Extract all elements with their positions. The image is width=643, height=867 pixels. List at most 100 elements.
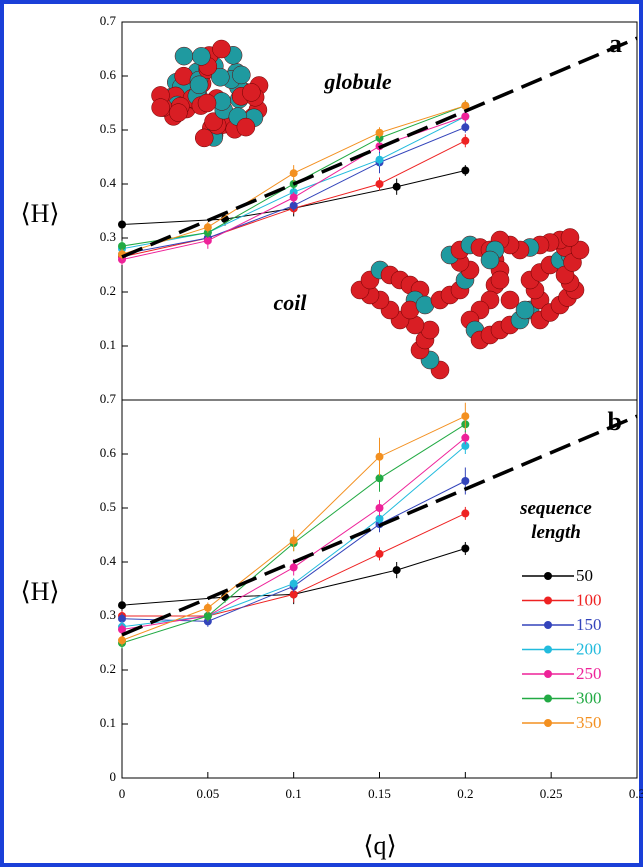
point — [118, 636, 126, 645]
legend-label: 50 — [576, 566, 593, 585]
annotation: globule — [323, 69, 391, 94]
y-tick-label: 0.2 — [100, 283, 116, 298]
bead — [560, 228, 580, 247]
point — [375, 452, 384, 461]
bead — [151, 98, 170, 117]
point — [289, 536, 298, 545]
point — [375, 180, 384, 188]
point — [289, 579, 298, 588]
legend-marker — [544, 645, 552, 654]
x-tick-label: 0.05 — [196, 786, 219, 801]
legend-label: 100 — [576, 590, 602, 609]
x-tick-label: 0 — [119, 786, 126, 801]
point — [461, 544, 470, 553]
point — [289, 563, 298, 572]
y-tick-label: 0.6 — [100, 445, 117, 460]
y-tick-label: 0.5 — [100, 121, 116, 136]
bead — [194, 128, 214, 148]
bead — [212, 39, 231, 59]
legend-marker — [544, 621, 552, 629]
y-tick-label: 0.3 — [100, 229, 116, 244]
legend-label: 200 — [576, 639, 602, 658]
point — [289, 169, 298, 178]
y-tick-label: 0.1 — [100, 715, 116, 730]
point — [118, 625, 126, 634]
point — [203, 603, 212, 612]
y-axis-label: ⟨H⟩ — [20, 199, 59, 228]
point — [461, 441, 470, 450]
x-axis-label: ⟨q⟩ — [363, 831, 396, 860]
point — [461, 433, 470, 442]
y-tick-label: 0.1 — [100, 337, 116, 352]
point — [118, 601, 126, 610]
bead — [236, 117, 256, 137]
point — [375, 128, 384, 137]
y-tick-label: 0.2 — [100, 661, 116, 676]
point — [375, 549, 384, 558]
bead — [189, 75, 209, 95]
point — [289, 201, 298, 210]
bead — [211, 67, 230, 87]
point — [203, 223, 212, 232]
point — [392, 182, 401, 191]
trend-line — [121, 36, 638, 259]
point — [461, 101, 470, 110]
point — [461, 123, 470, 132]
point — [289, 590, 298, 599]
point — [203, 612, 212, 620]
point — [461, 112, 470, 121]
y-tick-label: 0.4 — [100, 175, 117, 190]
legend-marker — [544, 719, 552, 727]
y-tick-label: 0 — [110, 769, 117, 784]
bead — [169, 103, 188, 122]
point — [392, 566, 401, 575]
point — [461, 509, 470, 518]
bead — [174, 66, 193, 86]
point — [461, 412, 470, 421]
legend-marker — [544, 670, 552, 678]
bead — [197, 93, 217, 113]
legend-marker — [544, 596, 552, 605]
bead — [480, 250, 500, 270]
bead — [232, 65, 251, 85]
trend-line — [121, 414, 638, 637]
legend-label: 250 — [576, 664, 602, 683]
legend-label: 350 — [576, 713, 602, 732]
x-tick-label: 0.25 — [540, 786, 563, 801]
bead — [490, 270, 510, 290]
x-tick-label: 0.15 — [368, 786, 391, 801]
point — [203, 236, 212, 245]
point — [118, 614, 126, 623]
y-tick-label: 0.6 — [100, 67, 117, 82]
panel-label: b — [608, 407, 622, 436]
point — [375, 504, 384, 512]
y-tick-label: 0.7 — [100, 391, 117, 406]
point — [118, 220, 126, 229]
point — [375, 474, 384, 483]
y-tick-label: 0.4 — [100, 553, 117, 568]
point — [118, 242, 126, 251]
bead — [570, 240, 590, 260]
y-tick-label: 0.7 — [100, 13, 117, 28]
panel-label: a — [609, 29, 622, 58]
y-tick-label: 0.5 — [100, 499, 116, 514]
point — [461, 477, 470, 485]
legend-label: 150 — [576, 615, 602, 634]
point — [375, 514, 384, 523]
x-tick-label: 0.2 — [457, 786, 473, 801]
point — [375, 155, 384, 164]
bead — [242, 83, 261, 102]
molecule-images — [151, 39, 590, 380]
x-tick-label: 0.3 — [629, 786, 643, 801]
bead — [174, 46, 194, 66]
legend-marker — [544, 694, 552, 703]
bead — [192, 47, 211, 66]
point — [289, 193, 298, 202]
annotation: coil — [274, 290, 308, 315]
point — [461, 136, 470, 145]
bead — [500, 290, 520, 310]
x-tick-label: 0.1 — [286, 786, 302, 801]
y-tick-label: 0.3 — [100, 607, 116, 622]
